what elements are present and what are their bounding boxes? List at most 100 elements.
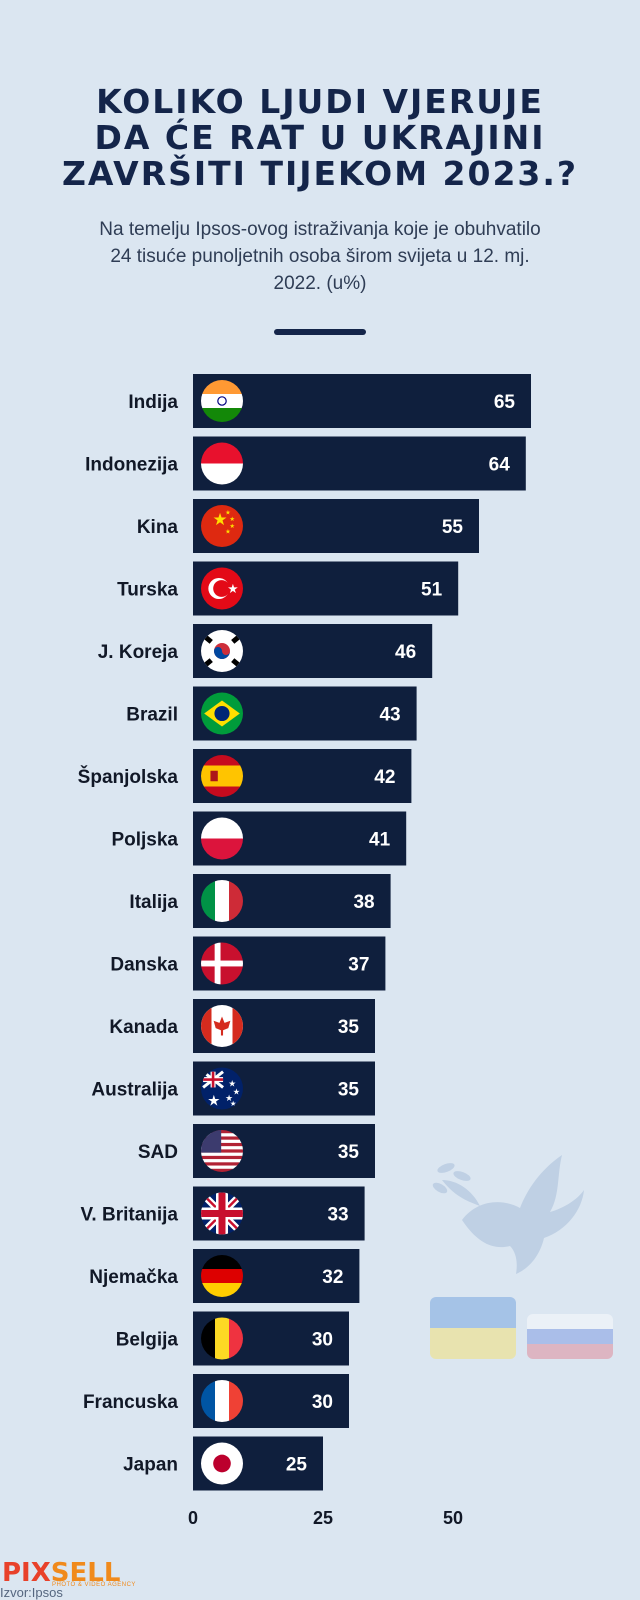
- bar-group: Indonezija 64: [85, 436, 526, 491]
- x-tick-label: 25: [313, 1508, 333, 1528]
- subtitle-line-2: 24 tisuće punoljetnih osoba širom svijet…: [110, 246, 530, 267]
- bar-group: Indija 65: [128, 374, 531, 428]
- pixsell-logo: PIXSELL: [2, 1560, 120, 1586]
- svg-text:★: ★: [233, 1087, 240, 1097]
- bar-group: SAD 35: [138, 1124, 375, 1178]
- value-label: 33: [327, 1205, 348, 1226]
- source-note: Izvor:Ipsos: [0, 1585, 63, 1600]
- category-label: Turska: [117, 580, 178, 601]
- category-label: Kanada: [109, 1017, 178, 1038]
- bar-group: Njemačka 32: [89, 1249, 360, 1303]
- category-label: Danska: [110, 955, 178, 976]
- flag-italy-icon: [201, 880, 243, 922]
- title-divider: [274, 329, 366, 335]
- flag-germany-icon: [201, 1255, 243, 1297]
- value-label: 41: [369, 830, 391, 851]
- flag-australia-icon: ★★★★★: [201, 1067, 243, 1110]
- subtitle-line-3: 2022. (u%): [273, 273, 367, 294]
- value-label: 43: [379, 705, 400, 726]
- value-label: 32: [322, 1267, 343, 1288]
- logo-part-2: SELL: [50, 1558, 121, 1588]
- value-label: 25: [286, 1455, 308, 1476]
- category-label: SAD: [138, 1142, 178, 1163]
- logo-tagline: PHOTO & VIDEO AGENCY: [52, 1582, 136, 1588]
- category-label: Indija: [128, 392, 178, 413]
- flag-turkey-icon: ★: [201, 567, 243, 610]
- bar-group: Francuska 30: [83, 1374, 349, 1428]
- flag-belgium-icon: [201, 1317, 243, 1360]
- bar-group: Kina ★★★★★ 55: [137, 499, 479, 553]
- bar-group: Italija 38: [129, 874, 391, 928]
- value-label: 51: [421, 580, 443, 601]
- value-label: 55: [442, 517, 464, 538]
- flag-indonesia-icon: [201, 442, 243, 485]
- title-line-1: KOLIKO LJUDI VJERUJE: [96, 82, 544, 121]
- bar-group: Poljska 41: [111, 811, 407, 866]
- chart-title: KOLIKO LJUDI VJERUJE DA ĆE RAT U UKRAJIN…: [0, 84, 640, 192]
- svg-text:★: ★: [213, 509, 228, 529]
- value-label: 30: [312, 1392, 333, 1413]
- bar: [193, 374, 531, 428]
- bar-group: Australija★★★★★35: [91, 1061, 375, 1116]
- bar-group: Brazil 43: [126, 686, 417, 741]
- category-label: Japan: [123, 1455, 178, 1476]
- bar-group: Španjolska 42: [78, 749, 412, 803]
- category-label: Španjolska: [78, 766, 179, 788]
- value-label: 64: [489, 455, 511, 476]
- svg-text:★: ★: [227, 581, 238, 596]
- flag-uk-icon: [201, 1192, 243, 1235]
- title-line-3: ZAVRŠITI TIJEKOM 2023.?: [61, 154, 579, 193]
- value-label: 38: [353, 892, 374, 913]
- bar-group: Japan 25: [123, 1436, 323, 1491]
- ukraine-flag-icon: [430, 1297, 516, 1359]
- category-label: Kina: [137, 517, 179, 538]
- russia-flag-icon: [527, 1314, 613, 1359]
- svg-text:★: ★: [225, 509, 231, 516]
- category-label: Indonezija: [85, 455, 178, 476]
- category-label: Brazil: [126, 705, 178, 726]
- flag-south-korea-icon: [201, 630, 243, 672]
- flag-india-icon: [201, 380, 243, 422]
- category-label: Belgija: [116, 1330, 179, 1351]
- svg-text:★: ★: [228, 1079, 236, 1089]
- value-label: 65: [494, 392, 516, 413]
- title-line-2: DA ĆE RAT U UKRAJINI: [94, 118, 546, 157]
- svg-text:★: ★: [229, 516, 235, 523]
- flag-spain-icon: [201, 755, 243, 797]
- bar-group: J. Koreja 46: [98, 624, 433, 678]
- bar-group: Danska 37: [110, 936, 386, 991]
- flag-brazil-icon: [201, 692, 243, 735]
- bar-group: Belgija 30: [116, 1311, 349, 1366]
- value-label: 35: [338, 1017, 360, 1038]
- category-label: Njemačka: [89, 1267, 178, 1288]
- flag-france-icon: [201, 1380, 243, 1422]
- category-label: Poljska: [111, 830, 178, 851]
- category-label: Italija: [129, 892, 178, 913]
- peace-dove-icon: [432, 1155, 584, 1274]
- category-label: V. Britanija: [80, 1205, 178, 1226]
- flag-japan-icon: [201, 1442, 243, 1485]
- x-tick-label: 50: [443, 1508, 463, 1528]
- bar-group: Kanada 35: [109, 999, 375, 1053]
- value-label: 30: [312, 1330, 333, 1351]
- svg-text:★: ★: [225, 528, 231, 535]
- logo-part-1: PIX: [2, 1558, 51, 1588]
- value-label: 42: [374, 767, 395, 788]
- svg-text:★: ★: [230, 1099, 237, 1108]
- chart-subtitle: Na temelju Ipsos-ovog istraživanja koje …: [40, 216, 600, 297]
- category-label: J. Koreja: [98, 642, 179, 663]
- value-label: 46: [395, 642, 416, 663]
- value-label: 35: [338, 1142, 360, 1163]
- svg-text:★: ★: [225, 1094, 233, 1104]
- x-tick-label: 0: [188, 1508, 198, 1528]
- category-label: Francuska: [83, 1392, 178, 1413]
- flag-china-icon: ★★★★★: [201, 505, 243, 547]
- flag-poland-icon: [201, 817, 243, 860]
- svg-text:★: ★: [207, 1092, 220, 1109]
- flag-denmark-icon: [201, 942, 243, 985]
- bar-group: V. Britanija 33: [80, 1186, 365, 1241]
- value-label: 35: [338, 1080, 360, 1101]
- svg-text:★: ★: [229, 523, 235, 530]
- category-label: Australija: [91, 1080, 178, 1101]
- bar: [193, 436, 526, 491]
